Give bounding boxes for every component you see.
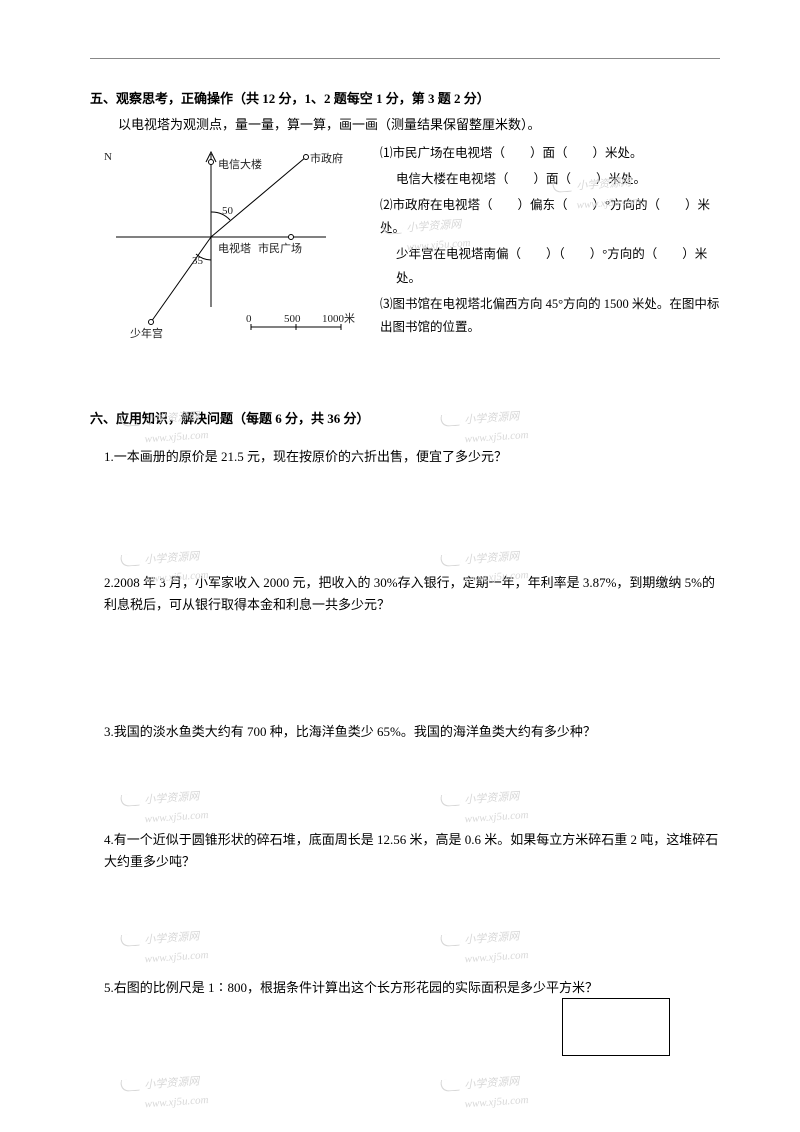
s6-q3: 3.我国的淡水鱼类大约有 700 种，比海洋鱼类少 65%。我国的海洋鱼类大约有… bbox=[104, 721, 730, 743]
section5-body: N 电信大楼 市政府 50 电视塔 市民广场 35 少年宫 0 500 1000… bbox=[96, 142, 730, 372]
section5-questions: ⑴市民广场在电视塔（ ）面（ ）米处。 电信大楼在电视塔（ ）面（ ）米处。 ⑵… bbox=[380, 142, 730, 342]
angle35-label: 35 bbox=[192, 252, 203, 271]
shimin-label: 市民广场 bbox=[258, 240, 302, 259]
section5-title: 五、观察思考，正确操作（共 12 分，1、2 题每空 1 分，第 3 题 2 分… bbox=[90, 88, 730, 110]
angle50-label: 50 bbox=[222, 202, 233, 221]
s5-q3a: ⑶图书馆在电视塔北偏西方向 45°方向的 1500 米处。在图中标出图书馆的位置… bbox=[380, 293, 730, 341]
gap bbox=[90, 873, 730, 961]
origin-label: 电视塔 bbox=[218, 240, 251, 259]
north-label: N bbox=[104, 148, 112, 167]
gap bbox=[90, 617, 730, 705]
header-rule bbox=[90, 58, 720, 59]
watermark-item: 小学资源网www.xj5u.com bbox=[119, 1072, 209, 1115]
s5-q1b: 电信大楼在电视塔（ ）面（ ）米处。 bbox=[380, 168, 730, 192]
direction-diagram: N 电信大楼 市政府 50 电视塔 市民广场 35 少年宫 0 500 1000… bbox=[96, 142, 366, 372]
watermark-item: 小学资源网www.xj5u.com bbox=[439, 1072, 529, 1115]
s5-q1a: ⑴市民广场在电视塔（ ）面（ ）米处。 bbox=[380, 142, 730, 166]
scale-1000: 1000米 bbox=[322, 310, 355, 329]
s5-q2a: ⑵市政府在电视塔（ ）偏东（ ）°方向的（ ）米处。 bbox=[380, 194, 730, 242]
s6-q4: 4.有一个近似于圆锥形状的碎石堆，底面周长是 12.56 米，高是 0.6 米。… bbox=[104, 829, 730, 873]
shaonian-label: 少年宫 bbox=[130, 325, 163, 344]
shizhengfu-label: 市政府 bbox=[310, 150, 343, 169]
gap bbox=[90, 743, 730, 813]
s6-q1: 1.一本画册的原价是 21.5 元，现在按原价的六折出售，便宜了多少元？ bbox=[104, 446, 730, 468]
scale-0: 0 bbox=[246, 310, 252, 329]
s5-q2b: 少年宫在电视塔南偏（ ）（ ）°方向的（ ）米处。 bbox=[380, 243, 730, 291]
scale-500: 500 bbox=[284, 310, 301, 329]
section5-instruction: 以电视塔为观测点，量一量，算一算，画一画（测量结果保留整厘米数）。 bbox=[118, 114, 730, 136]
dianxin-label: 电信大楼 bbox=[218, 156, 262, 175]
gap bbox=[90, 468, 730, 556]
s6-q5: 5.右图的比例尺是 1∶800，根据条件计算出这个长方形花园的实际面积是多少平方… bbox=[104, 977, 730, 999]
s6-q2: 2.2008 年 3 月，小军家收入 2000 元，把收入的 30%存入银行，定… bbox=[104, 572, 730, 616]
q5-rectangle bbox=[562, 998, 670, 1056]
section6-title: 六、应用知识，解决问题（每题 6 分，共 36 分） bbox=[90, 408, 730, 430]
